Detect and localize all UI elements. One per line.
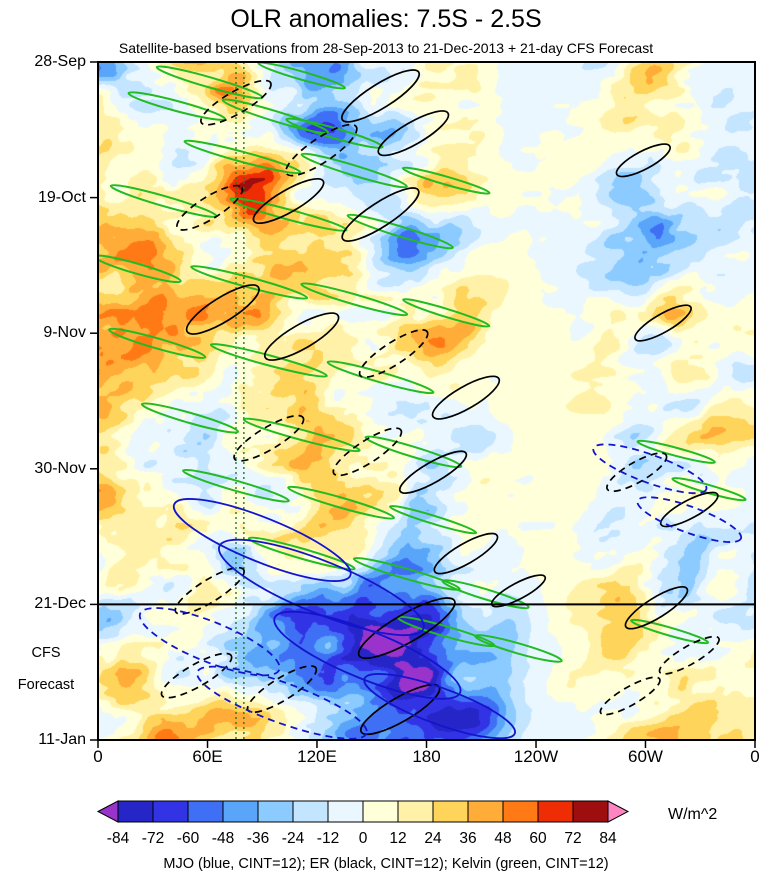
y-tick-label: 21-Dec [34,595,86,613]
colorbar-tick-label: 48 [494,830,511,847]
colorbar-arrow-left [96,800,119,823]
forecast-label-line2: Forecast [17,677,75,693]
colorbar-tick-label: -36 [247,830,269,847]
chart-subtitle: Satellite-based bservations from 28-Sep-… [118,40,654,56]
colorbar-cell [117,800,154,823]
colorbar: -84 -72 -60 -48 -36 -24 -12 0 12 24 36 48 60 72 84 [96,800,630,847]
colorbar-units: W/m^2 [668,806,718,823]
forecast-label: CFS Forecast [4,637,88,701]
colorbar-tick-label: -84 [107,830,130,847]
colorbar-cell [152,800,189,823]
colorbar-cell [327,800,364,823]
x-tick-label: 120E [297,747,337,766]
colorbar-arrow-right [607,800,630,823]
chart-title: OLR anomalies: 7.5S - 2.5S [230,5,542,33]
forecast-label-line1: CFS [31,645,61,661]
x-tick-label: 0 [93,747,103,766]
x-tick-label: 60E [192,747,223,766]
x-tick-label: 120W [513,747,559,766]
colorbar-tick-label: -48 [212,830,234,847]
x-tick-label: 0 [750,747,760,766]
colorbar-tick-label: 72 [564,830,581,847]
colorbar-tick-label: -60 [177,830,200,847]
colorbar-cell [467,800,504,823]
colorbar-cell [187,800,224,823]
colorbar-tick-label: 24 [424,830,442,847]
y-tick-label: 19-Oct [37,188,86,206]
colorbar-cell [362,800,399,823]
colorbar-cell [292,800,329,823]
y-tick-label: 30-Nov [34,459,86,477]
colorbar-tick-label: 84 [599,830,617,847]
x-tick-label: 180 [412,747,441,766]
x-tick-label: 60W [627,747,663,766]
heatmap-canvas [98,62,755,740]
colorbar-tick-label: -24 [282,830,305,847]
y-tick-label: 11-Jan [38,731,86,748]
colorbar-cell [432,800,469,823]
colorbar-tick-label: -72 [142,830,164,847]
colorbar-cell [572,800,609,823]
colorbar-cell [537,800,574,823]
colorbar-tick-label: 36 [459,830,476,847]
colorbar-cell [222,800,259,823]
colorbar-cell [257,800,294,823]
colorbar-tick-label: -12 [317,830,339,847]
colorbar-cell [502,800,539,823]
colorbar-tick-label: 12 [389,830,406,847]
colorbar-tick-label: 0 [359,830,368,847]
y-tick-label: 28-Sep [34,53,86,70]
colorbar-tick-label: 60 [529,830,547,847]
legend-text: MJO (blue, CINT=12); ER (black, CINT=12)… [163,856,609,872]
y-tick-label: 9-Nov [43,324,86,342]
colorbar-cell [397,800,434,823]
